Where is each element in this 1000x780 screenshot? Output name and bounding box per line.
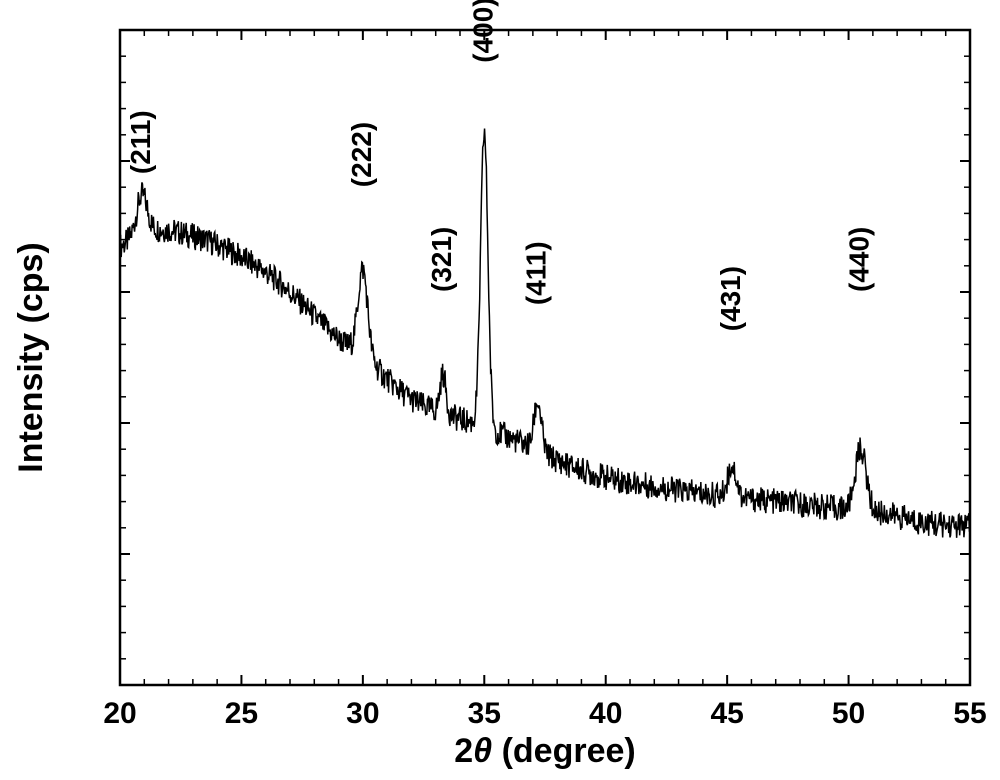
peak-labels: (211) (222) (321) (400) (411) (431) (440) (125, 0, 875, 331)
peak-label: (211) (125, 110, 156, 174)
peak-label: (411) (521, 241, 552, 305)
xtick-label: 55 (953, 697, 986, 730)
peak-label: (431) (715, 266, 746, 331)
xtick-label: 30 (346, 697, 379, 730)
xtick-label: 50 (832, 697, 865, 730)
y-axis-label: Intensity (cps) (12, 242, 50, 472)
xtick-label: 35 (468, 697, 501, 730)
xtick-label: 40 (589, 697, 622, 730)
plot-frame (120, 30, 970, 685)
peak-label: (440) (844, 227, 875, 292)
xtick-label: 45 (710, 697, 743, 730)
xrd-trace (120, 129, 970, 538)
xtick-label: 20 (103, 697, 136, 730)
peak-label: (400) (467, 0, 498, 63)
peak-label: (222) (346, 122, 377, 187)
xrd-chart: 20 25 30 35 40 45 50 55 2θ (degree) Intensity (c… (0, 0, 1000, 780)
ticks: 20 25 30 35 40 45 50 55 (103, 30, 986, 730)
axes (120, 30, 970, 685)
x-axis-label: 2θ (degree) (454, 732, 635, 770)
plot-area (120, 129, 970, 538)
peak-label: (321) (426, 227, 457, 292)
chart-svg: 20 25 30 35 40 45 50 55 2θ (degree) Intensity (c… (0, 0, 1000, 780)
xtick-label: 25 (225, 697, 258, 730)
